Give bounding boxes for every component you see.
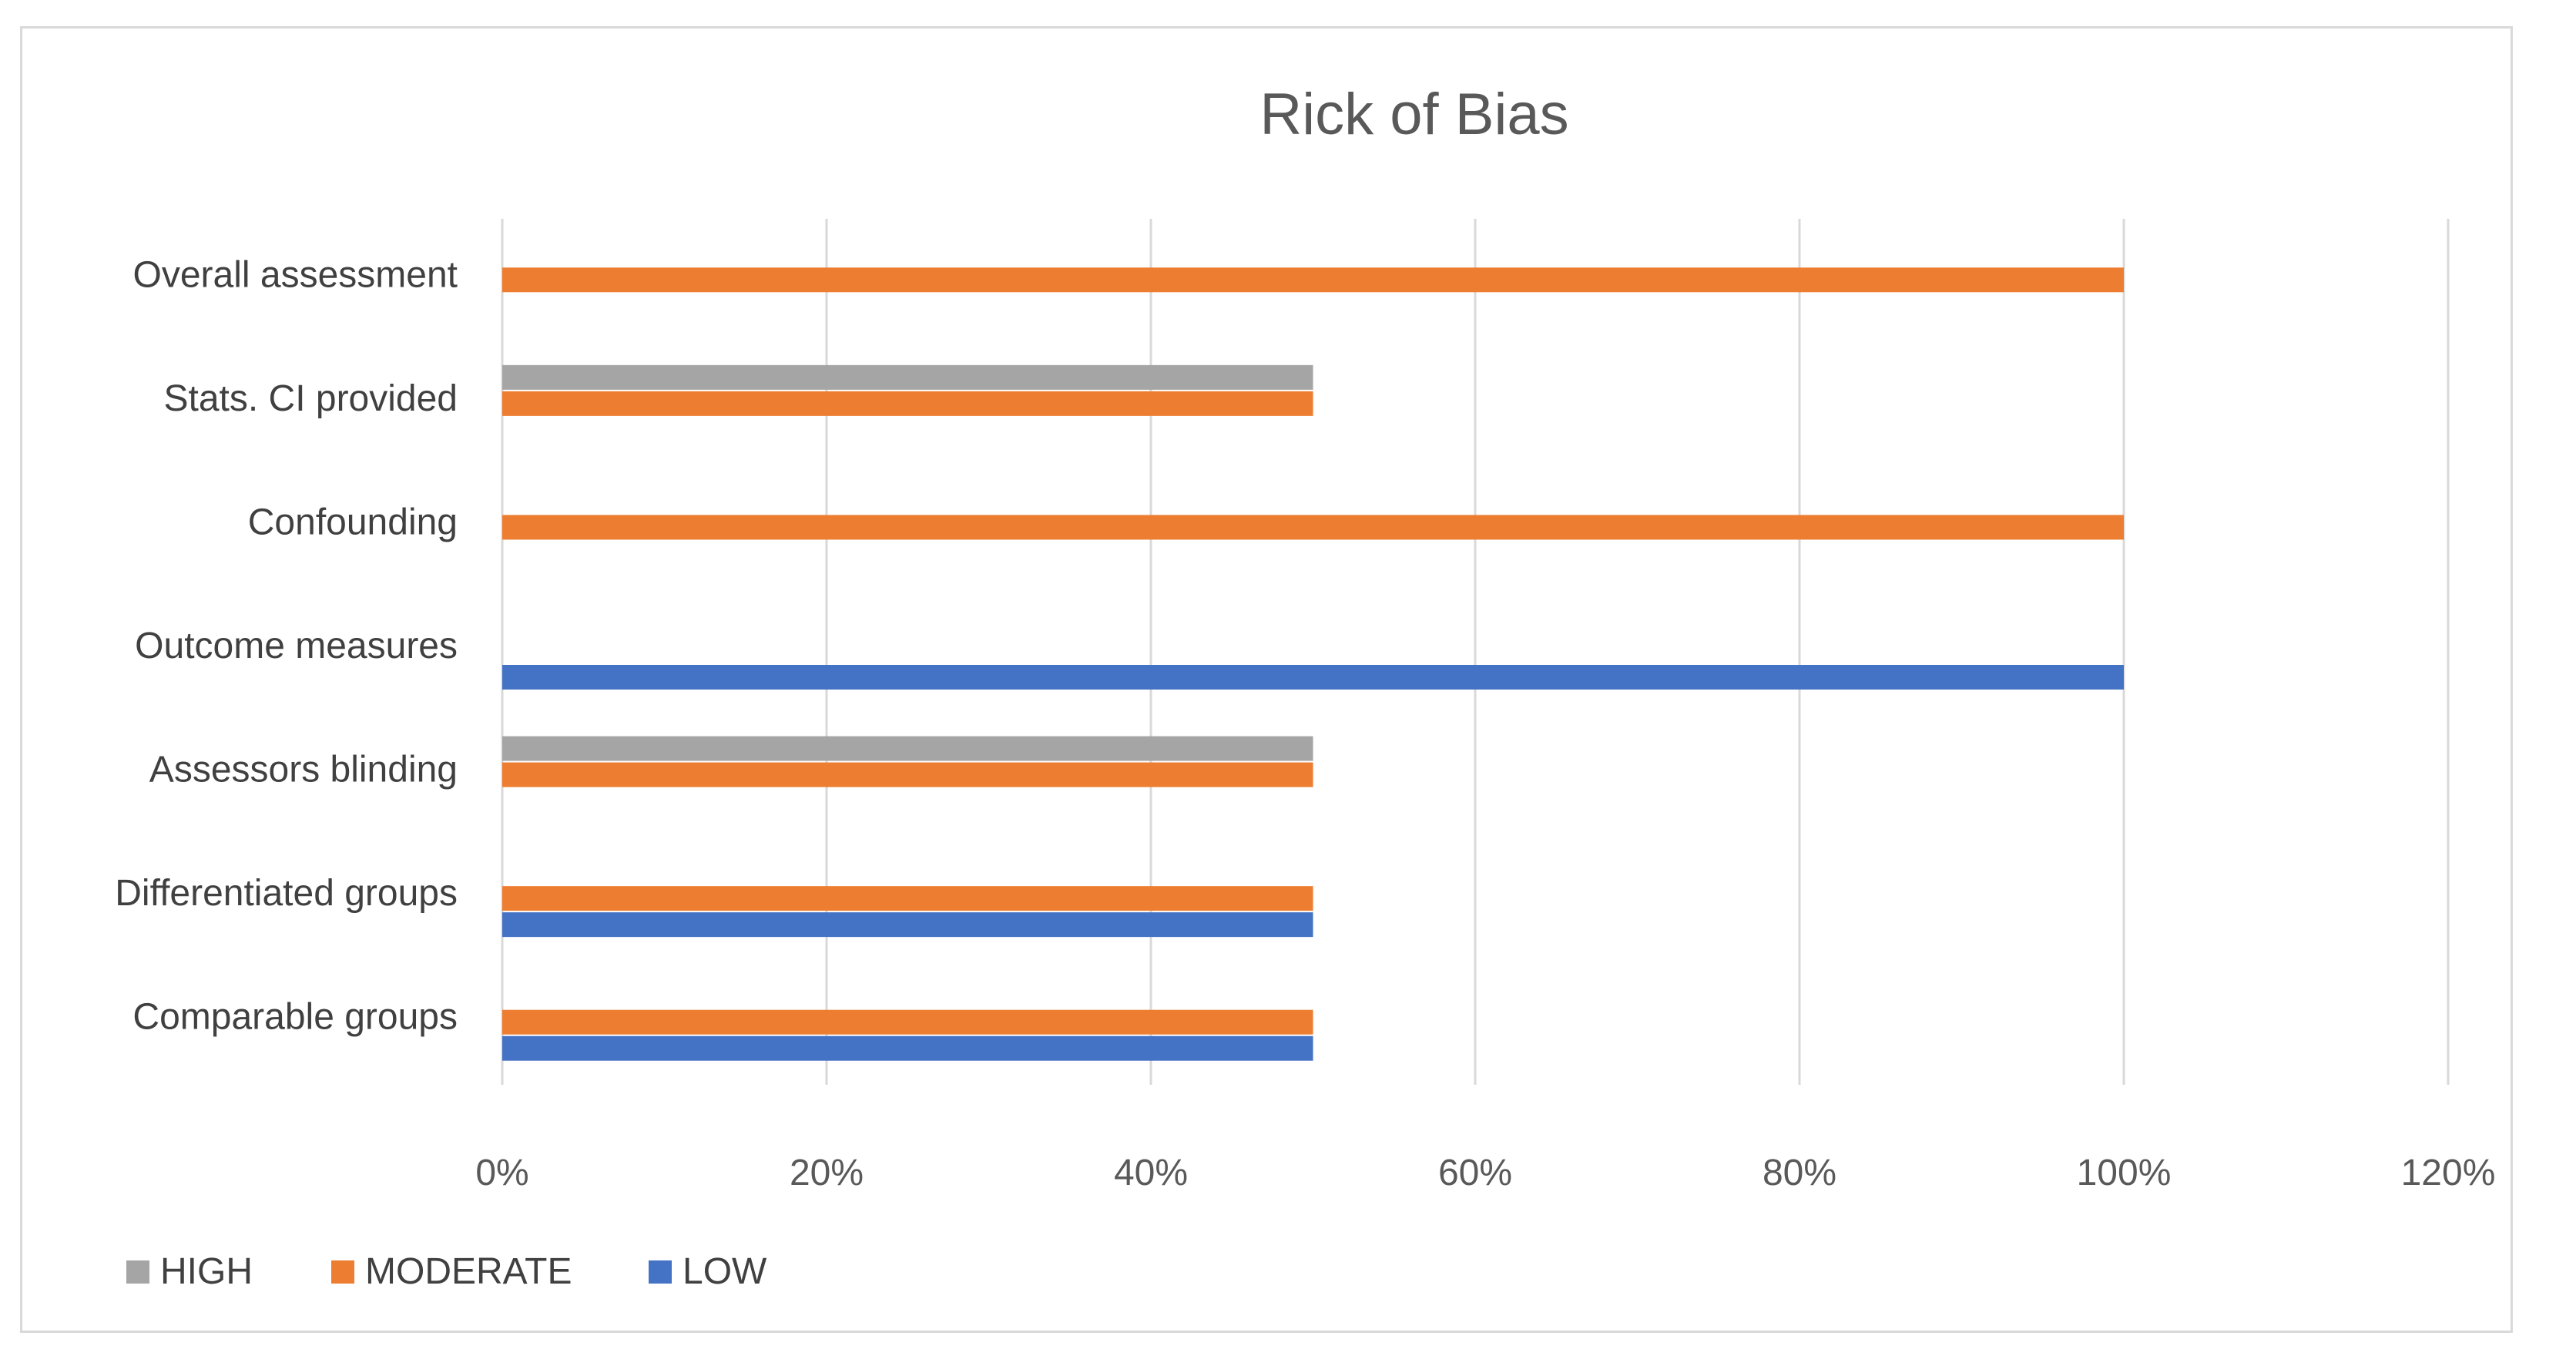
category-label: Overall assessment [133, 254, 458, 295]
bar-moderate [502, 267, 2124, 293]
x-tick-label: 80% [1763, 1153, 1836, 1193]
x-tick-label: 60% [1438, 1153, 1512, 1193]
legend-swatch [126, 1260, 149, 1284]
category-label: Stats. CI provided [163, 378, 458, 419]
category-label: Assessors blinding [149, 750, 458, 790]
category-label: Outcome measures [135, 626, 458, 666]
bar-moderate [502, 515, 2124, 540]
legend-swatch [649, 1260, 672, 1284]
legend-label: HIGH [160, 1251, 253, 1292]
x-tick-label: 0% [475, 1153, 528, 1193]
category-label: Differentiated groups [115, 873, 458, 914]
legend: HIGH MODERATE LOW [126, 1251, 767, 1292]
category-labels: Comparable groups Differentiated groups As… [115, 254, 458, 1037]
bar-high [502, 736, 1313, 761]
x-tick-label: 40% [1114, 1153, 1188, 1193]
bar-moderate [502, 391, 1313, 416]
bar-low [502, 912, 1313, 938]
bar-moderate [502, 1009, 1313, 1035]
bar-moderate [502, 762, 1313, 787]
category-label: Confounding [248, 502, 458, 542]
legend-label: MODERATE [365, 1251, 572, 1292]
bar-moderate [502, 886, 1313, 911]
bar-high [502, 364, 1313, 390]
gridlines [501, 219, 2450, 1085]
bar-low [502, 1035, 1313, 1061]
chart-title: Rick of Bias [1259, 82, 1568, 147]
bar-low [502, 665, 2124, 690]
legend-label: LOW [683, 1251, 767, 1292]
x-tick-labels: 0% 20% 40% 60% 80% 100% 120% [475, 1153, 2495, 1193]
legend-swatch [331, 1260, 354, 1284]
bars [502, 267, 2124, 1061]
x-tick-label: 100% [2077, 1153, 2172, 1193]
x-tick-label: 20% [790, 1153, 864, 1193]
category-label: Comparable groups [132, 997, 458, 1038]
x-tick-label: 120% [2401, 1153, 2496, 1193]
